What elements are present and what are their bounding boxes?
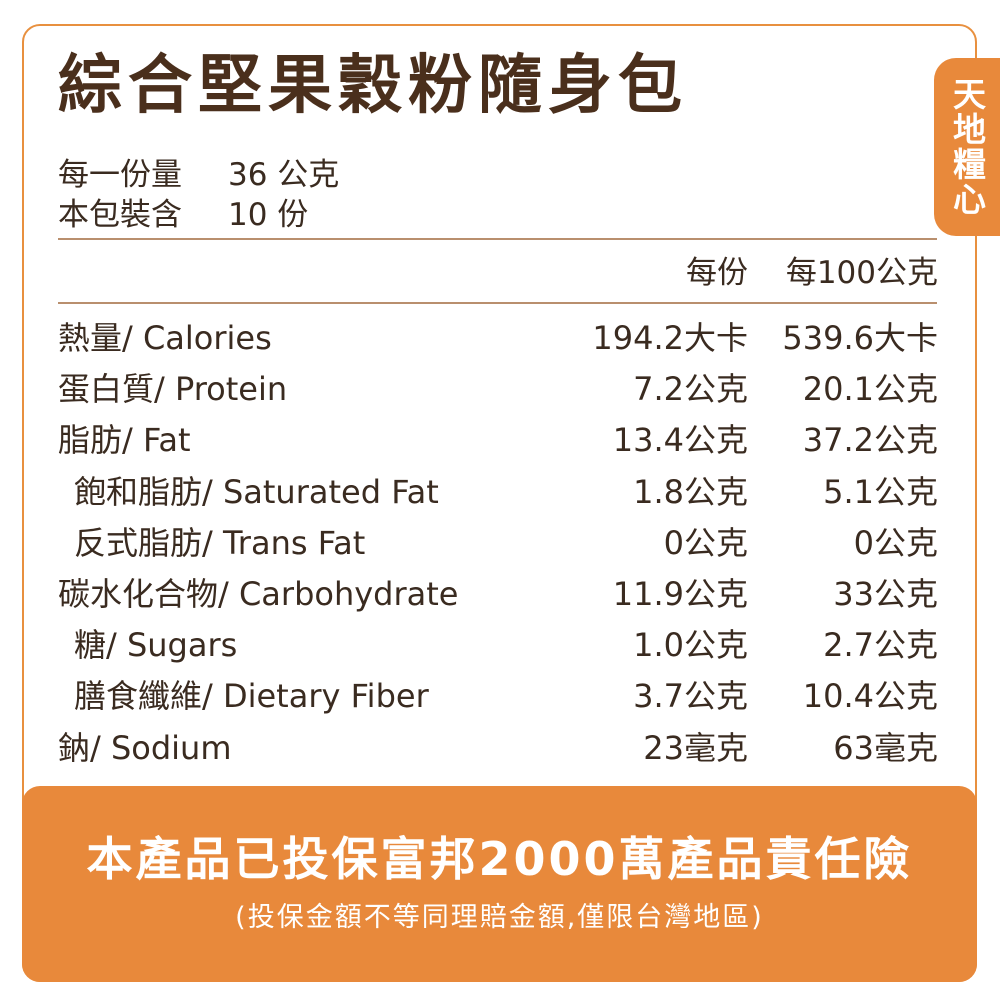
serving-size-label: 每一份量: [58, 157, 182, 193]
nutrient-name: 糖/ Sugars: [74, 626, 238, 665]
nutrient-row: 膳食纖維/ Dietary Fiber 3.7公克 10.4公克: [58, 672, 938, 720]
nutrient-row: 熱量/ Calories 194.2大卡 539.6大卡: [58, 314, 938, 362]
nutrient-name: 脂肪/ Fat: [58, 421, 191, 460]
servings-per-pack-label: 本包裝含: [58, 197, 182, 233]
nutrient-per-100g-value: 2.7公克: [823, 626, 938, 665]
nutrient-name: 碳水化合物/ Carbohydrate: [58, 575, 459, 613]
brand-tab: 天地糧心: [934, 58, 1000, 236]
nutrient-row: 飽和脂肪/ Saturated Fat 1.8公克 5.1公克: [58, 468, 938, 516]
serving-size-line: 每一份量 36 公克: [58, 160, 339, 191]
nutrient-per-100g-value: 37.2公克: [802, 421, 938, 460]
nutrient-per-serving-value: 23毫克: [643, 728, 748, 767]
insurance-banner: 本產品已投保富邦2000萬產品責任險 (投保金額不等同理賠金額,僅限台灣地區): [22, 786, 977, 982]
nutrient-per-100g-value: 5.1公克: [823, 472, 938, 511]
nutrient-per-serving-value: 11.9公克: [612, 575, 748, 613]
servings-per-pack-line: 本包裝含 10 份: [58, 200, 308, 231]
servings-per-pack-value: 10 份: [228, 197, 309, 233]
nutrient-per-100g-value: 63毫克: [833, 728, 938, 767]
column-header-per-100g: 每100公克: [785, 255, 938, 291]
nutrient-name: 膳食纖維/ Dietary Fiber: [74, 677, 429, 716]
nutrient-per-100g-value: 33公克: [833, 575, 938, 613]
nutrient-per-serving-value: 7.2公克: [633, 370, 748, 409]
nutrient-row: 蛋白質/ Protein 7.2公克 20.1公克: [58, 365, 938, 413]
nutrient-per-serving-value: 13.4公克: [612, 421, 748, 460]
nutrient-per-100g-value: 20.1公克: [802, 370, 938, 409]
nutrient-row: 鈉/ Sodium 23毫克 63毫克: [58, 724, 938, 772]
nutrient-per-serving-value: 1.0公克: [633, 626, 748, 665]
nutrient-per-serving-value: 1.8公克: [633, 472, 748, 511]
nutrient-row: 反式脂肪/ Trans Fat 0公克 0公克: [58, 519, 938, 567]
divider-top: [58, 238, 937, 240]
nutrient-name: 飽和脂肪/ Saturated Fat: [74, 472, 439, 511]
column-header-per-serving: 每份: [686, 255, 748, 291]
divider-header: [58, 302, 937, 304]
nutrient-per-serving-value: 3.7公克: [633, 677, 748, 716]
product-title: 綜合堅果穀粉隨身包: [58, 49, 688, 123]
nutrient-name: 蛋白質/ Protein: [58, 370, 288, 409]
nutrient-name: 鈉/ Sodium: [58, 728, 232, 767]
serving-size-value: 36 公克: [228, 157, 340, 193]
nutrient-row: 糖/ Sugars 1.0公克 2.7公克: [58, 621, 938, 669]
brand-tab-text: 天地糧心: [947, 77, 987, 217]
insurance-banner-note: (投保金額不等同理賠金額,僅限台灣地區): [235, 902, 764, 933]
nutrient-per-serving-value: 0公克: [663, 523, 748, 562]
nutrient-per-100g-value: 0公克: [853, 523, 938, 562]
nutrient-per-100g-value: 10.4公克: [802, 677, 938, 716]
nutrient-row: 碳水化合物/ Carbohydrate 11.9公克 33公克: [58, 570, 938, 618]
nutrient-row: 脂肪/ Fat 13.4公克 37.2公克: [58, 416, 938, 464]
nutrient-per-100g-value: 539.6大卡: [782, 319, 938, 357]
insurance-banner-title: 本產品已投保富邦2000萬產品責任險: [86, 832, 913, 886]
nutrient-per-serving-value: 194.2大卡: [592, 319, 748, 357]
nutrient-name: 反式脂肪/ Trans Fat: [74, 523, 366, 562]
nutrient-name: 熱量/ Calories: [58, 319, 272, 357]
